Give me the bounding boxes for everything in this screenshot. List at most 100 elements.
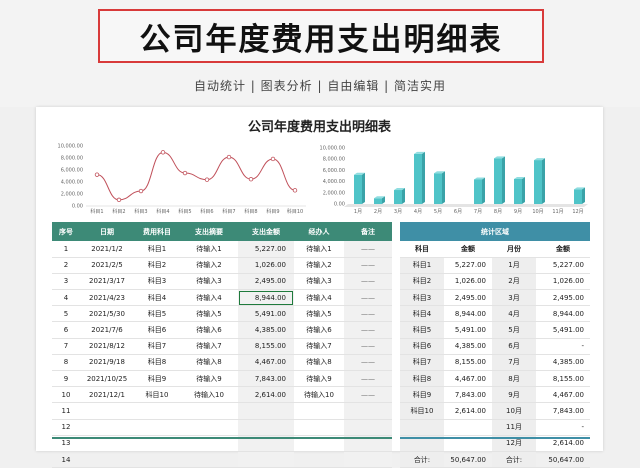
table-cell[interactable]: 待输入1 (294, 241, 344, 258)
summary-cell[interactable]: - (536, 338, 590, 355)
summary-cell[interactable]: 科目1 (400, 257, 444, 274)
column-header[interactable]: 序号 (52, 222, 80, 241)
table-cell[interactable]: —— (344, 305, 392, 323)
table-cell[interactable]: 待输入7 (294, 338, 344, 355)
table-cell[interactable]: 科目8 (134, 354, 180, 372)
table-cell[interactable]: 3 (52, 273, 80, 291)
table-cell[interactable]: 待输入10 (180, 386, 238, 404)
table-cell[interactable]: 5,491.00 (238, 305, 294, 323)
summary-cell[interactable]: 4,467.00 (536, 386, 590, 404)
table-cell[interactable] (294, 402, 344, 420)
summary-cell[interactable]: 5,491.00 (444, 321, 492, 339)
summary-cell[interactable]: 8,944.00 (444, 305, 492, 323)
summary-cell[interactable]: 50,647.00 (444, 451, 492, 468)
table-cell[interactable]: 12 (52, 419, 80, 436)
table-cell[interactable]: 科目5 (134, 305, 180, 323)
table-cell[interactable]: 5,227.00 (238, 241, 294, 258)
table-cell[interactable]: 待输入1 (180, 241, 238, 258)
table-cell[interactable] (344, 419, 392, 436)
summary-cell[interactable]: 7月 (492, 354, 536, 372)
table-cell[interactable]: 4,467.00 (238, 354, 294, 372)
table-cell[interactable]: 待输入6 (294, 321, 344, 339)
table-cell[interactable]: 10 (52, 386, 80, 404)
summary-cell[interactable]: 1,026.00 (536, 273, 590, 291)
summary-cell[interactable]: 6月 (492, 338, 536, 355)
table-cell[interactable]: 6 (52, 321, 80, 339)
table-cell[interactable]: 待输入9 (180, 370, 238, 388)
summary-cell[interactable]: 10月 (492, 402, 536, 420)
summary-cell[interactable]: 4,467.00 (444, 370, 492, 388)
summary-cell[interactable]: 8,155.00 (444, 354, 492, 372)
table-cell[interactable]: 4,385.00 (238, 321, 294, 339)
table-cell[interactable] (80, 419, 134, 436)
table-cell[interactable]: 待输入5 (180, 305, 238, 323)
table-cell[interactable]: 2021/1/2 (80, 241, 134, 258)
summary-cell[interactable]: 科目5 (400, 321, 444, 339)
summary-cell[interactable]: 2月 (492, 273, 536, 291)
table-cell[interactable]: 待输入10 (294, 386, 344, 404)
table-cell[interactable]: 科目7 (134, 338, 180, 355)
table-cell[interactable] (294, 451, 344, 468)
table-cell[interactable]: —— (344, 354, 392, 372)
summary-cell[interactable]: - (536, 419, 590, 436)
summary-cell[interactable] (444, 419, 492, 436)
table-cell[interactable] (344, 451, 392, 468)
summary-cell[interactable]: 8月 (492, 370, 536, 388)
summary-cell[interactable]: 11月 (492, 419, 536, 436)
table-cell[interactable] (80, 402, 134, 420)
table-cell[interactable]: 4 (52, 289, 80, 307)
table-cell[interactable] (134, 402, 180, 420)
summary-cell[interactable]: 合计: (400, 451, 444, 468)
table-cell[interactable]: 2021/8/12 (80, 338, 134, 355)
table-cell[interactable]: 5 (52, 305, 80, 323)
table-cell[interactable]: 2021/12/1 (80, 386, 134, 404)
summary-cell[interactable]: 2,495.00 (444, 289, 492, 307)
table-cell[interactable]: —— (344, 273, 392, 291)
table-cell[interactable]: 待输入4 (294, 289, 344, 307)
table-cell[interactable] (294, 419, 344, 436)
table-cell[interactable]: 7 (52, 338, 80, 355)
table-cell[interactable]: 科目2 (134, 257, 180, 274)
table-cell[interactable]: 2021/2/5 (80, 257, 134, 274)
summary-cell[interactable]: 科目3 (400, 289, 444, 307)
table-cell[interactable]: —— (344, 338, 392, 355)
table-cell[interactable]: 1,026.00 (238, 257, 294, 274)
table-cell[interactable]: 待输入3 (180, 273, 238, 291)
table-cell[interactable] (134, 451, 180, 468)
column-header[interactable]: 经办人 (294, 222, 344, 241)
table-cell[interactable] (134, 419, 180, 436)
column-header[interactable]: 支出摘要 (180, 222, 238, 241)
table-cell[interactable]: —— (344, 257, 392, 274)
table-cell[interactable]: 待输入4 (180, 289, 238, 307)
table-cell[interactable]: 2 (52, 257, 80, 274)
summary-cell[interactable]: 合计: (492, 451, 536, 468)
table-cell[interactable] (180, 451, 238, 468)
summary-cell[interactable]: 4月 (492, 305, 536, 323)
column-header[interactable]: 支出金额 (238, 222, 294, 241)
summary-cell[interactable]: 5,491.00 (536, 321, 590, 339)
summary-cell[interactable]: 50,647.00 (536, 451, 590, 468)
table-cell[interactable] (238, 451, 294, 468)
table-cell[interactable] (238, 419, 294, 436)
table-cell[interactable]: 科目10 (134, 386, 180, 404)
table-cell[interactable]: 2021/4/23 (80, 289, 134, 307)
table-cell[interactable]: 待输入8 (180, 354, 238, 372)
table-cell[interactable]: 1 (52, 241, 80, 258)
table-cell[interactable]: 待输入2 (294, 257, 344, 274)
table-cell[interactable] (238, 402, 294, 420)
summary-cell[interactable]: 科目10 (400, 402, 444, 420)
summary-cell[interactable]: 2,614.00 (444, 402, 492, 420)
summary-cell[interactable]: 5,227.00 (444, 257, 492, 274)
table-cell[interactable]: —— (344, 370, 392, 388)
table-cell[interactable]: 待输入8 (294, 354, 344, 372)
table-cell[interactable] (80, 451, 134, 468)
table-cell[interactable]: 2021/9/18 (80, 354, 134, 372)
summary-cell[interactable]: 4,385.00 (536, 354, 590, 372)
table-cell[interactable]: 2,614.00 (238, 386, 294, 404)
table-cell[interactable] (180, 419, 238, 436)
summary-cell[interactable]: 5月 (492, 321, 536, 339)
summary-cell[interactable]: 科目6 (400, 338, 444, 355)
table-cell[interactable]: 8,944.00 (238, 289, 294, 307)
summary-cell[interactable]: 9月 (492, 386, 536, 404)
table-cell[interactable]: 科目3 (134, 273, 180, 291)
